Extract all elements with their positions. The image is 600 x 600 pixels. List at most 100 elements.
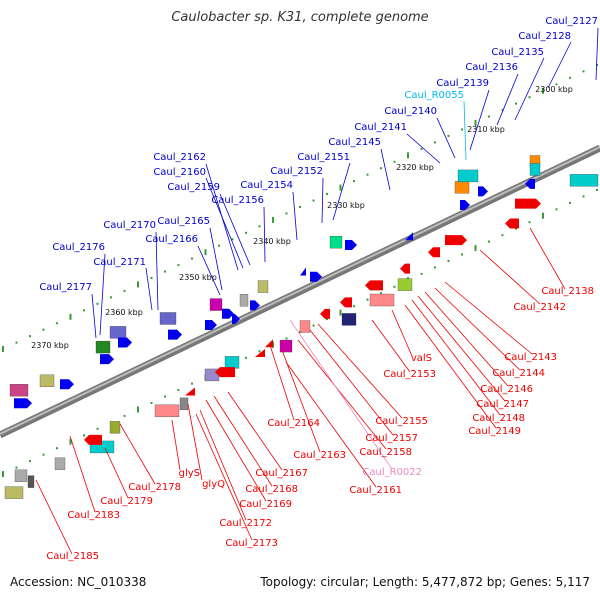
tick-mark: [339, 309, 342, 316]
forward-gene-label: Caul_2152: [270, 166, 323, 177]
forward-gene-label: Caul_2136: [465, 62, 518, 73]
reverse-gene-label: Caul_2144: [492, 368, 545, 379]
forward-gene-label: Caul_2166: [145, 234, 198, 245]
forward-gene-label: Caul_2177: [39, 282, 92, 293]
forward-gene-label: Caul_2154: [240, 180, 293, 191]
tick-mark: [339, 184, 342, 191]
tick-mark: [488, 240, 490, 243]
kbp-scale-labels: 2300 kbp 2310 kbp 2320 kbp 2330 kbp 2340 kbp…: [31, 85, 573, 350]
reverse-gene-label: glyS: [179, 468, 200, 479]
reverse-gene-leader: [227, 391, 283, 471]
feature-layer: [4, 155, 599, 499]
reverse-gene-label: Caul_2157: [365, 433, 418, 444]
tick-mark: [353, 180, 355, 183]
gene-arrow: [14, 398, 32, 409]
forward-gene-leader: [155, 231, 159, 311]
tick-mark: [96, 427, 99, 430]
forward-gene-label: Caul_2128: [518, 31, 571, 42]
gene-block: [39, 374, 55, 388]
reverse-gene-leader: [434, 287, 521, 371]
gene-arrow: [232, 314, 240, 325]
tick-mark: [110, 296, 112, 299]
reverse-gene-leader: [317, 323, 403, 419]
forward-gene-leader: [595, 27, 599, 81]
gene-block: [397, 278, 413, 291]
reverse-gene-label: Caul_2164: [267, 418, 320, 429]
ncrna-gene-leader: [289, 319, 393, 470]
reverse-gene-label: Caul_2147: [476, 399, 529, 410]
tick-mark: [461, 253, 463, 256]
tick-mark: [204, 249, 207, 256]
tick-mark: [569, 76, 571, 79]
tick-mark: [69, 438, 72, 445]
tick-mark: [488, 115, 490, 118]
reverse-gene-label: Caul_2149: [468, 426, 521, 437]
tick-mark: [366, 298, 369, 301]
gene-arrow: [365, 280, 383, 291]
tick-mark: [231, 238, 234, 241]
tick-mark: [596, 188, 598, 191]
forward-gene-leader: [496, 73, 519, 126]
gene-arrow: [428, 247, 440, 258]
reverse-gene-label: Caul_2185: [46, 551, 99, 562]
gene-arrow: [515, 198, 541, 209]
gene-block: [279, 339, 293, 353]
tick-mark: [258, 350, 261, 353]
kbp-label: 2360 kbp: [105, 308, 143, 317]
gene-block: [154, 404, 180, 418]
reverse-gene-label: Caul_2183: [67, 510, 120, 521]
tick-mark: [56, 322, 58, 325]
gene-block: [569, 174, 599, 187]
gene-arrow: [478, 186, 488, 197]
kbp-label: 2320 kbp: [396, 163, 434, 172]
forward-gene-leader: [380, 148, 391, 191]
forward-gene-label: Caul_2140: [384, 106, 437, 117]
forward-gene-label: Caul_2141: [354, 122, 407, 133]
gene-arrow: [168, 329, 182, 340]
gene-block: [109, 421, 121, 434]
forward-gene-leader: [99, 253, 106, 336]
tick-mark: [515, 102, 517, 105]
gene-arrow: [320, 308, 330, 319]
reverse-gene-label: glyQ: [202, 479, 225, 490]
reverse-gene-label: Caul_2138: [541, 286, 594, 297]
tick-mark: [353, 305, 355, 308]
tick-mark: [245, 231, 247, 234]
gene-arrow: [310, 271, 322, 282]
tick-mark: [596, 63, 598, 66]
forward-gene-leader: [219, 193, 251, 266]
tick-mark: [528, 221, 531, 224]
reverse-gene-leader: [35, 479, 73, 555]
tick-mark: [461, 128, 463, 131]
gene-arrow: [60, 379, 74, 390]
tick-mark: [191, 382, 193, 385]
forward-gene-label: Caul_2135: [491, 47, 544, 58]
tick-mark: [218, 244, 220, 247]
forward-gene-leader: [205, 163, 239, 271]
trna-gene-label: Caul_R0055: [404, 90, 464, 101]
reverse-gene-leader: [417, 295, 506, 402]
tick-mark: [366, 173, 369, 176]
map-title: Caulobacter sp. K31, complete genome: [171, 10, 429, 25]
tick-mark: [299, 205, 301, 208]
reverse-gene-label: Caul_2179: [100, 496, 153, 507]
forward-gene-leader: [469, 89, 490, 151]
reverse-gene-label: Caul_2172: [219, 518, 272, 529]
tick-mark: [285, 212, 288, 215]
tick-mark: [29, 460, 31, 463]
reverse-gene-leader: [104, 447, 129, 499]
reverse-gene-leader: [171, 419, 181, 471]
forward-gene-leader: [91, 293, 97, 339]
gene-triangle: [300, 267, 306, 276]
gene-arrow: [100, 354, 114, 365]
reverse-gene-leader: [411, 299, 501, 416]
reverse-gene-label: Caul_2155: [375, 416, 428, 427]
tick-mark: [555, 208, 558, 211]
reverse-gene-leader: [269, 344, 295, 421]
gene-block: [299, 320, 311, 333]
tick-mark: [569, 201, 571, 204]
reverse-gene-leader: [285, 361, 377, 488]
tick-mark: [447, 134, 450, 137]
forward-gene-label: Caul_2171: [93, 257, 146, 268]
reverse-gene-leader: [195, 413, 253, 541]
